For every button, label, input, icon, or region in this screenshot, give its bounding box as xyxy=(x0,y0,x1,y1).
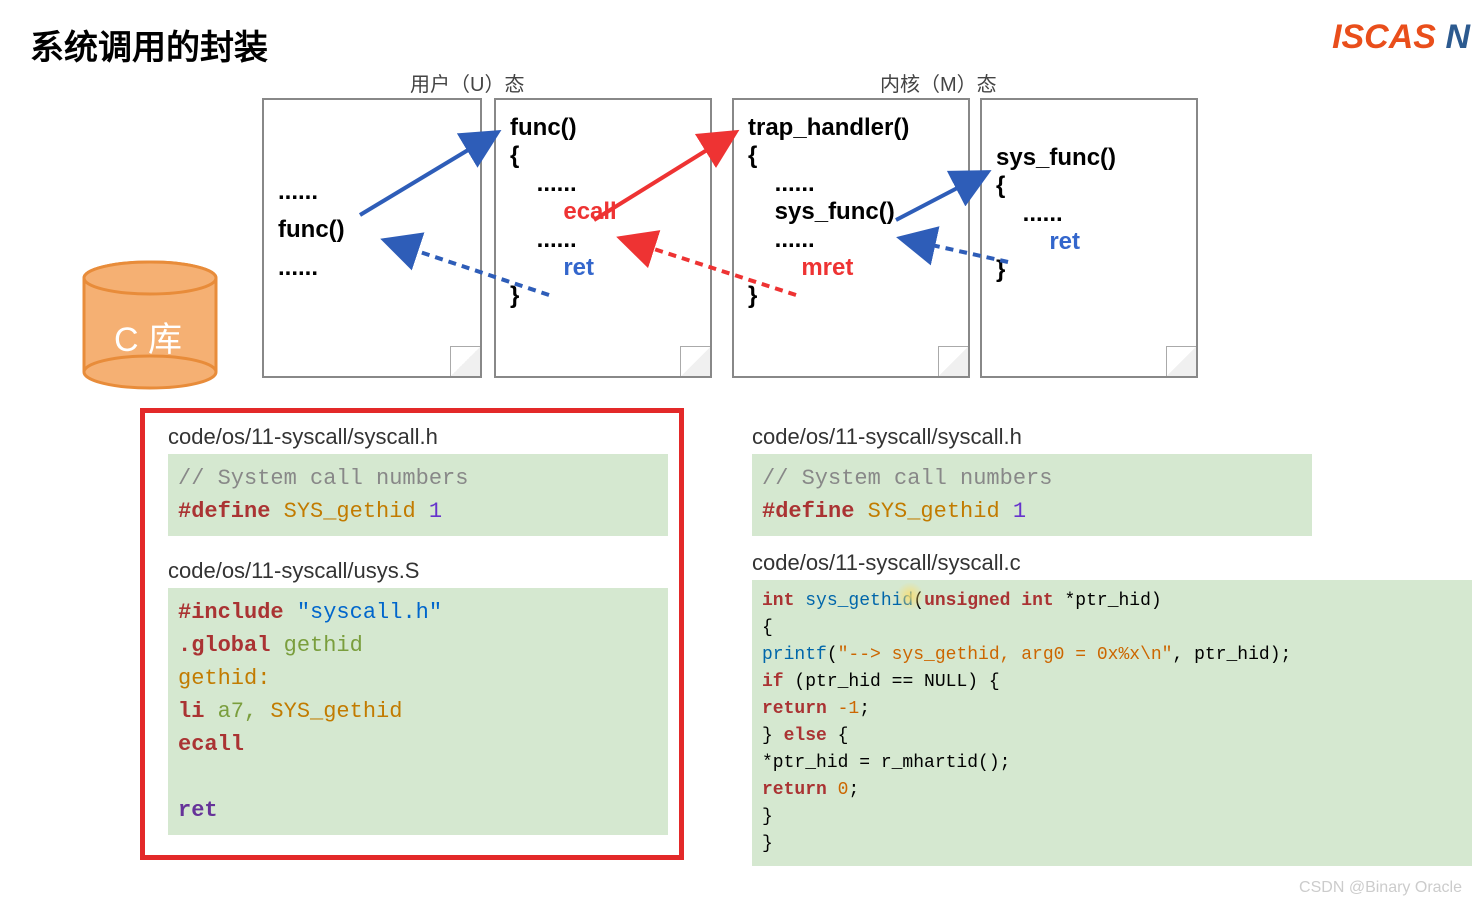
l: sys_func() xyxy=(748,198,954,226)
file-path: code/os/11-syscall/usys.S xyxy=(168,558,668,584)
page-title: 系统调用的封装 xyxy=(30,20,268,69)
func-call: func() xyxy=(278,216,466,244)
usercode-box: ...... func() ...... xyxy=(262,98,482,378)
code-block: int sys_gethid(unsigned int *ptr_hid) { … xyxy=(752,580,1472,866)
sysfunc-box: sys_func() { ...... ret } xyxy=(980,98,1198,378)
logo: ISCAS N xyxy=(1332,18,1470,57)
l: { xyxy=(996,172,1182,200)
l: sys_func() xyxy=(996,144,1182,172)
l: ret xyxy=(996,228,1182,256)
code-block: // System call numbers #define SYS_gethi… xyxy=(752,454,1312,536)
l: { xyxy=(748,142,954,170)
cursor-highlight xyxy=(896,582,924,610)
code-block: // System call numbers #define SYS_gethi… xyxy=(168,454,668,536)
l: ecall xyxy=(510,198,696,226)
left-code-section: code/os/11-syscall/syscall.h // System c… xyxy=(168,424,668,835)
code-block: #include "syscall.h" .global gethid geth… xyxy=(168,588,668,835)
dots: ...... xyxy=(278,178,466,206)
trap-box: trap_handler() { ...... sys_func() .....… xyxy=(732,98,970,378)
kernel-mode-label: 内核（M）态 xyxy=(880,68,997,97)
logo-part2: N xyxy=(1445,18,1470,56)
l: trap_handler() xyxy=(748,114,954,142)
l: } xyxy=(996,256,1182,284)
dots: ...... xyxy=(278,254,466,282)
user-mode-label: 用户（U）态 xyxy=(410,68,524,97)
l: ret xyxy=(510,254,696,282)
l: { xyxy=(510,142,696,170)
right-code-section: code/os/11-syscall/syscall.h // System c… xyxy=(752,424,1472,866)
logo-part1: ISCAS xyxy=(1332,18,1436,56)
l: ...... xyxy=(748,170,954,198)
func-box: func() { ...... ecall ...... ret } xyxy=(494,98,712,378)
l: ...... xyxy=(510,170,696,198)
c-library-cylinder: C 库 xyxy=(80,260,220,395)
l: ...... xyxy=(996,200,1182,228)
l: } xyxy=(748,282,954,310)
file-path: code/os/11-syscall/syscall.h xyxy=(752,424,1472,450)
l: ...... xyxy=(510,226,696,254)
watermark: CSDN @Binary Oracle xyxy=(1299,879,1462,897)
cylinder-label: C 库 xyxy=(114,312,182,361)
l: ...... xyxy=(748,226,954,254)
l: func() xyxy=(510,114,696,142)
file-path: code/os/11-syscall/syscall.c xyxy=(752,550,1472,576)
file-path: code/os/11-syscall/syscall.h xyxy=(168,424,668,450)
l: mret xyxy=(748,254,954,282)
l: } xyxy=(510,282,696,310)
